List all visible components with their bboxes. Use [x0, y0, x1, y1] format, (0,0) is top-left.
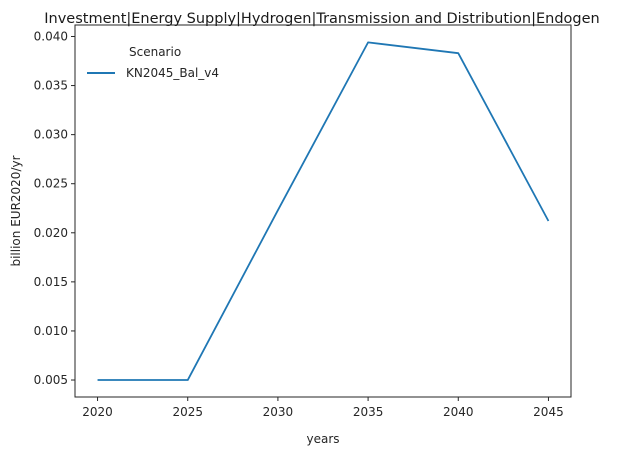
y-tick-label: 0.010: [34, 324, 68, 338]
y-tick-label: 0.040: [34, 29, 68, 43]
x-tick-label: 2040: [443, 405, 474, 419]
legend: Scenario KN2045_Bal_v4: [87, 45, 219, 80]
x-tick-label: 2045: [533, 405, 564, 419]
legend-entry-label: KN2045_Bal_v4: [126, 66, 219, 80]
x-tick-label: 2025: [172, 405, 203, 419]
series-line-0: [97, 41, 550, 381]
x-axis: 2020 2025 2030 2035 2040 2045: [82, 397, 564, 419]
x-axis-label: years: [306, 432, 339, 446]
legend-title: Scenario: [129, 45, 181, 59]
x-tick-label: 2035: [353, 405, 384, 419]
y-axis-label: billion EUR2020/yr: [9, 155, 23, 266]
x-tick-label: 2030: [263, 405, 294, 419]
y-axis: 0.005 0.010 0.015 0.020 0.025 0.030 0.035 0.040: [34, 29, 75, 387]
x-tick-label: 2020: [82, 405, 113, 419]
y-tick-label: 0.005: [34, 373, 68, 387]
y-tick-label: 0.020: [34, 226, 68, 240]
plot-area: [97, 41, 550, 381]
y-tick-label: 0.030: [34, 128, 68, 142]
y-tick-label: 0.015: [34, 275, 68, 289]
y-tick-label: 0.035: [34, 79, 68, 93]
chart-title: Investment|Energy Supply|Hydrogen|Transm…: [44, 11, 599, 27]
plot-frame: [74, 24, 572, 398]
y-tick-label: 0.025: [34, 177, 68, 191]
